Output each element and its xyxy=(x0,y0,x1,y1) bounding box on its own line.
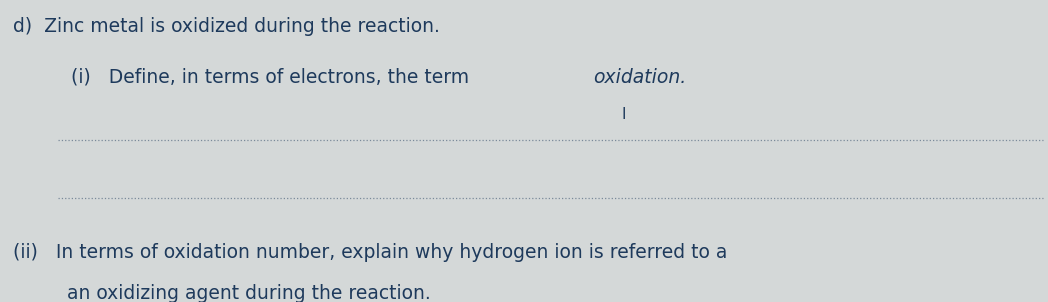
Text: oxidation.: oxidation. xyxy=(593,68,686,87)
Text: (ii)   In terms of oxidation number, explain why hydrogen ion is referred to a: (ii) In terms of oxidation number, expla… xyxy=(13,243,727,262)
Text: an oxidizing agent during the reaction.: an oxidizing agent during the reaction. xyxy=(13,284,431,302)
Text: (i)   Define, in terms of electrons, the term: (i) Define, in terms of electrons, the t… xyxy=(71,68,476,87)
Text: I: I xyxy=(621,107,626,122)
Text: d)  Zinc metal is oxidized during the reaction.: d) Zinc metal is oxidized during the rea… xyxy=(13,17,439,36)
